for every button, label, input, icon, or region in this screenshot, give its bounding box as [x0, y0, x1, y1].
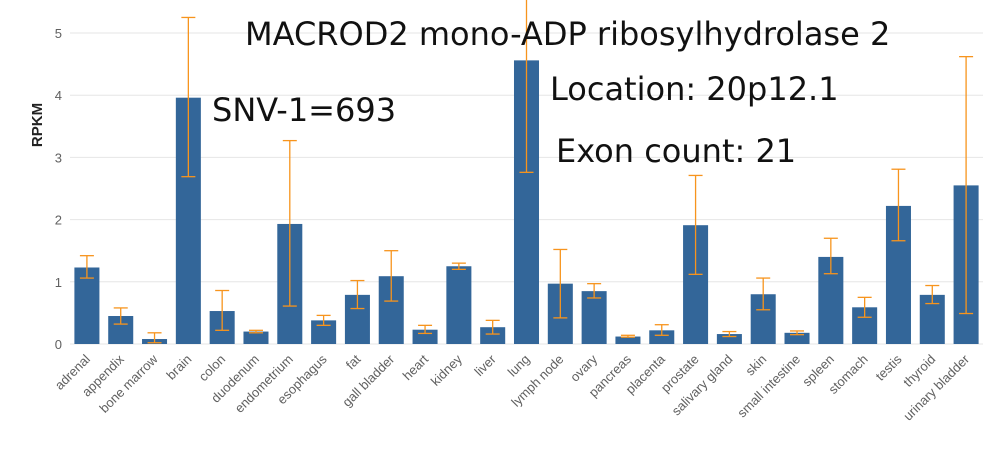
snv-annotation: SNV-1=693: [212, 91, 396, 129]
x-tick-label: lung: [505, 352, 533, 380]
error-bar-prostate: [688, 174, 703, 275]
error-bars: [79, 0, 974, 344]
bar-ovary: [581, 291, 607, 344]
error-bar-lung: [519, 0, 534, 173]
location-annotation: Location: 20p12.1: [550, 70, 839, 108]
error-bar-liver: [485, 319, 500, 335]
error-bar-ovary: [587, 283, 602, 299]
bar-liver: [480, 327, 506, 344]
error-bar-adrenal: [79, 255, 94, 279]
annotations: MACROD2 mono-ADP ribosylhydrolase 2 Loca…: [212, 15, 890, 170]
error-bar-fat: [350, 279, 365, 310]
bar-duodenum: [243, 331, 269, 344]
x-tick-label: liver: [471, 351, 499, 379]
y-tick-label: 1: [55, 275, 62, 290]
error-bar-esophagus: [316, 314, 331, 326]
error-bar-duodenum: [248, 329, 263, 334]
error-bar-kidney: [451, 262, 466, 271]
y-tick-label: 0: [55, 337, 62, 352]
error-bar-thyroid: [925, 284, 940, 305]
error-bar-bone-marrow: [147, 332, 162, 344]
error-bar-spleen: [823, 237, 838, 275]
bar-pancreas: [615, 336, 641, 344]
error-bar-stomach: [857, 296, 872, 318]
gene-title-annotation: MACROD2 mono-ADP ribosylhydrolase 2: [245, 15, 890, 53]
error-bar-lymph-node: [553, 248, 568, 319]
bar-adrenal: [74, 267, 100, 344]
error-bar-colon: [215, 289, 230, 331]
x-tick-label: skin: [742, 352, 769, 379]
y-tick-label: 4: [55, 88, 62, 103]
y-tick-label: 5: [55, 26, 62, 41]
y-tick-label: 2: [55, 213, 62, 228]
x-tick-label: fat: [343, 351, 364, 372]
error-bar-small-intestine: [790, 330, 805, 336]
error-bar-heart: [418, 324, 433, 335]
x-tick-label: brain: [163, 352, 194, 383]
x-tick-label: kidney: [428, 351, 466, 389]
error-bar-brain: [181, 16, 196, 178]
bar-salivary-gland: [716, 334, 742, 344]
error-bar-salivary-gland: [722, 330, 737, 338]
error-bar-gall-bladder: [384, 250, 399, 302]
error-bar-endometrium: [282, 139, 297, 307]
y-tick-label: 3: [55, 150, 62, 165]
error-bar-urinary-bladder: [959, 55, 974, 315]
y-axis-ticks: 0 1 2 3 4 5: [55, 26, 62, 352]
bar-small-intestine: [784, 332, 810, 344]
y-axis-label: RPKM: [29, 103, 46, 147]
bar-kidney: [446, 266, 472, 344]
error-bar-skin: [756, 277, 771, 311]
error-bar-placenta: [654, 324, 669, 336]
error-bar-appendix: [113, 307, 128, 325]
error-bar-testis: [891, 168, 906, 242]
error-bar-pancreas: [620, 334, 635, 338]
bar-placenta: [649, 330, 675, 344]
bar-esophagus: [311, 320, 337, 344]
exon-count-annotation: Exon count: 21: [556, 132, 796, 170]
